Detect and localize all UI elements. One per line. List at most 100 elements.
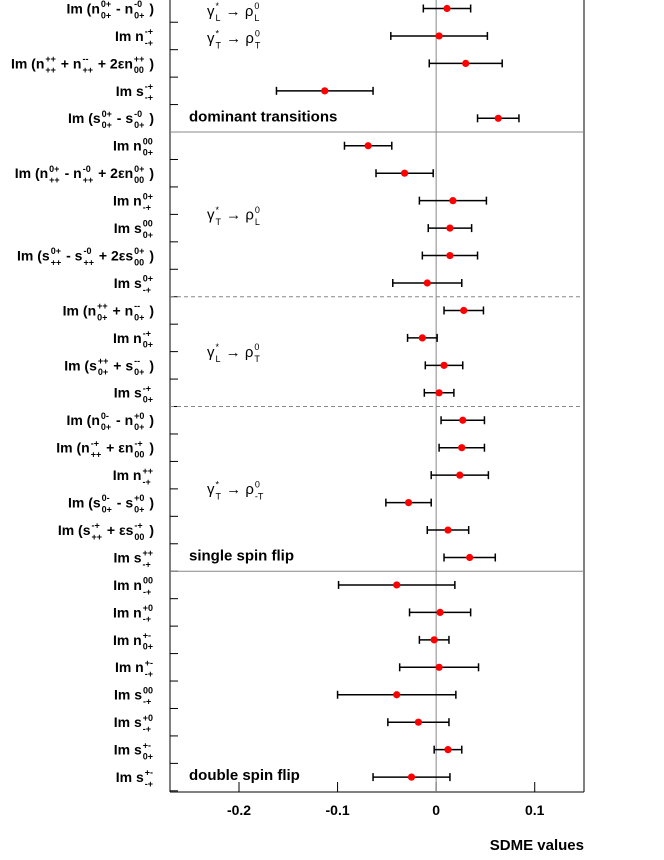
transition-label: γ * L → ρ 0 T	[207, 342, 260, 364]
data-point	[444, 746, 452, 754]
transition-label-sub: T	[255, 40, 261, 50]
row-label-base: s	[125, 247, 133, 263]
row-label-text: Im	[116, 769, 136, 785]
row-label-text: Im (	[58, 522, 83, 538]
row-label-sup: -0	[134, 0, 142, 9]
row-label-sup: 0+	[143, 274, 153, 284]
transition-label-sub: T	[216, 40, 222, 50]
row-label: Im n 00 0+	[113, 136, 153, 157]
row-label-sub: 00	[134, 532, 144, 542]
data-point	[460, 306, 468, 315]
data-point	[418, 334, 426, 342]
transition-label-text: →	[222, 3, 245, 20]
row-label-text: Im (	[17, 247, 42, 263]
row-label-text: Im	[113, 577, 133, 593]
data-point	[423, 279, 431, 287]
row-label-sup: +-	[145, 768, 153, 778]
row-label: Im n ++-+	[113, 466, 153, 487]
transition-label: γ * T → ρ 0 -T	[207, 479, 264, 501]
transition-label: γ * L → ρ 0 L	[207, 1, 259, 23]
data-point	[430, 636, 438, 644]
data-point	[446, 224, 454, 232]
row-label-text: )	[145, 412, 154, 428]
row-label-sub: 0+	[143, 230, 153, 240]
x-tick-label: 0.1	[525, 802, 545, 818]
transition-label-base: ρ	[245, 3, 254, 20]
row-label-text: + 2ε	[94, 165, 125, 181]
row-label-text: + ε	[103, 522, 126, 538]
row-label-sub: -+	[143, 724, 151, 734]
row-label-sub: ++	[51, 257, 62, 267]
data-point	[436, 608, 444, 617]
row-label-sub: 00	[134, 65, 144, 75]
transition-label-text: →	[222, 207, 245, 224]
row-label-sup: -+	[145, 81, 153, 91]
row-label-sup: -+	[92, 521, 100, 531]
row-label-sub: 0+	[101, 10, 111, 20]
row-label-text: Im	[115, 659, 135, 675]
row-label-sub: -+	[145, 779, 153, 789]
row-label-sup: -0	[83, 164, 91, 174]
row-label-text: -	[113, 110, 125, 126]
row-label-sup: 0+	[49, 164, 59, 174]
row-label-sub: ++	[83, 175, 94, 185]
row-label-base: n	[125, 302, 134, 318]
row-label-base: n	[73, 165, 82, 181]
row-label: Im (n 0+++ - n -0++ + 2ε n 0+00 )	[15, 164, 154, 185]
row-label: Im (n 0-0+ - n +00+ )	[66, 411, 154, 432]
row-label-sup: 00	[143, 136, 153, 146]
transition-label-base: γ	[207, 30, 215, 47]
row-label-sup: --	[134, 356, 140, 366]
row-label: Im (n 0+0+ - n -00+ )	[66, 0, 154, 20]
row-label-base: s	[134, 714, 142, 730]
row-label-sub: 00	[134, 175, 144, 185]
row-label-sub: 0+	[134, 504, 144, 514]
row-label-base: n	[36, 55, 45, 71]
row-label-sub: 0+	[102, 504, 112, 514]
row-label-sub: ++	[45, 65, 56, 75]
transition-label-text: →	[222, 344, 245, 361]
data-point	[393, 581, 401, 589]
row-label-sup: 0-	[102, 493, 110, 503]
row-label-sub: -+	[145, 669, 153, 679]
row-label-sub: ++	[49, 175, 60, 185]
row-label-text: Im (	[68, 110, 93, 126]
row-label-sup: +-	[145, 658, 153, 668]
transition-label-base: γ	[207, 3, 215, 20]
row-label: Im s 0+-+	[114, 274, 153, 295]
row-label-text: )	[145, 357, 154, 373]
row-label-sub: -+	[145, 93, 153, 103]
row-label: Im (s 0-0+ - s +00+ )	[68, 493, 154, 514]
row-label: Im n -+-+	[115, 27, 153, 48]
row-label-base: s	[93, 495, 101, 511]
row-label: Im s +0-+	[114, 713, 153, 734]
row-label-base: n	[133, 138, 142, 154]
row-label-sub: -+	[143, 587, 151, 597]
row-label-base: s	[134, 275, 142, 291]
row-label-sub: ++	[92, 532, 103, 542]
group-annotation: single spin flip	[189, 547, 294, 564]
x-tick-label: 0	[432, 802, 440, 818]
row-label-sup: ++	[97, 301, 108, 311]
row-label-sub: -+	[143, 285, 151, 295]
row-label-text: -	[61, 165, 73, 181]
row-label-sub: ++	[83, 257, 94, 267]
row-label-base: s	[42, 247, 50, 263]
row-label-sup: -+	[143, 383, 151, 393]
row-label-sub: 0+	[101, 422, 111, 432]
data-point	[459, 416, 467, 424]
group-annotation: double spin flip	[189, 767, 300, 784]
transition-label-sub: T	[216, 491, 222, 501]
transition-label-base: γ	[207, 344, 215, 361]
row-label-sub: 00	[134, 257, 144, 267]
row-label-base: n	[135, 659, 144, 675]
data-point	[449, 197, 457, 205]
transition-label-sub: L	[216, 13, 221, 23]
data-point	[407, 773, 416, 781]
row-label-base: s	[75, 247, 83, 263]
row-label-sup: 00	[143, 219, 153, 229]
row-label-text: Im	[115, 28, 135, 44]
row-label-base: s	[83, 522, 91, 538]
row-label-sub: 00	[134, 450, 144, 460]
